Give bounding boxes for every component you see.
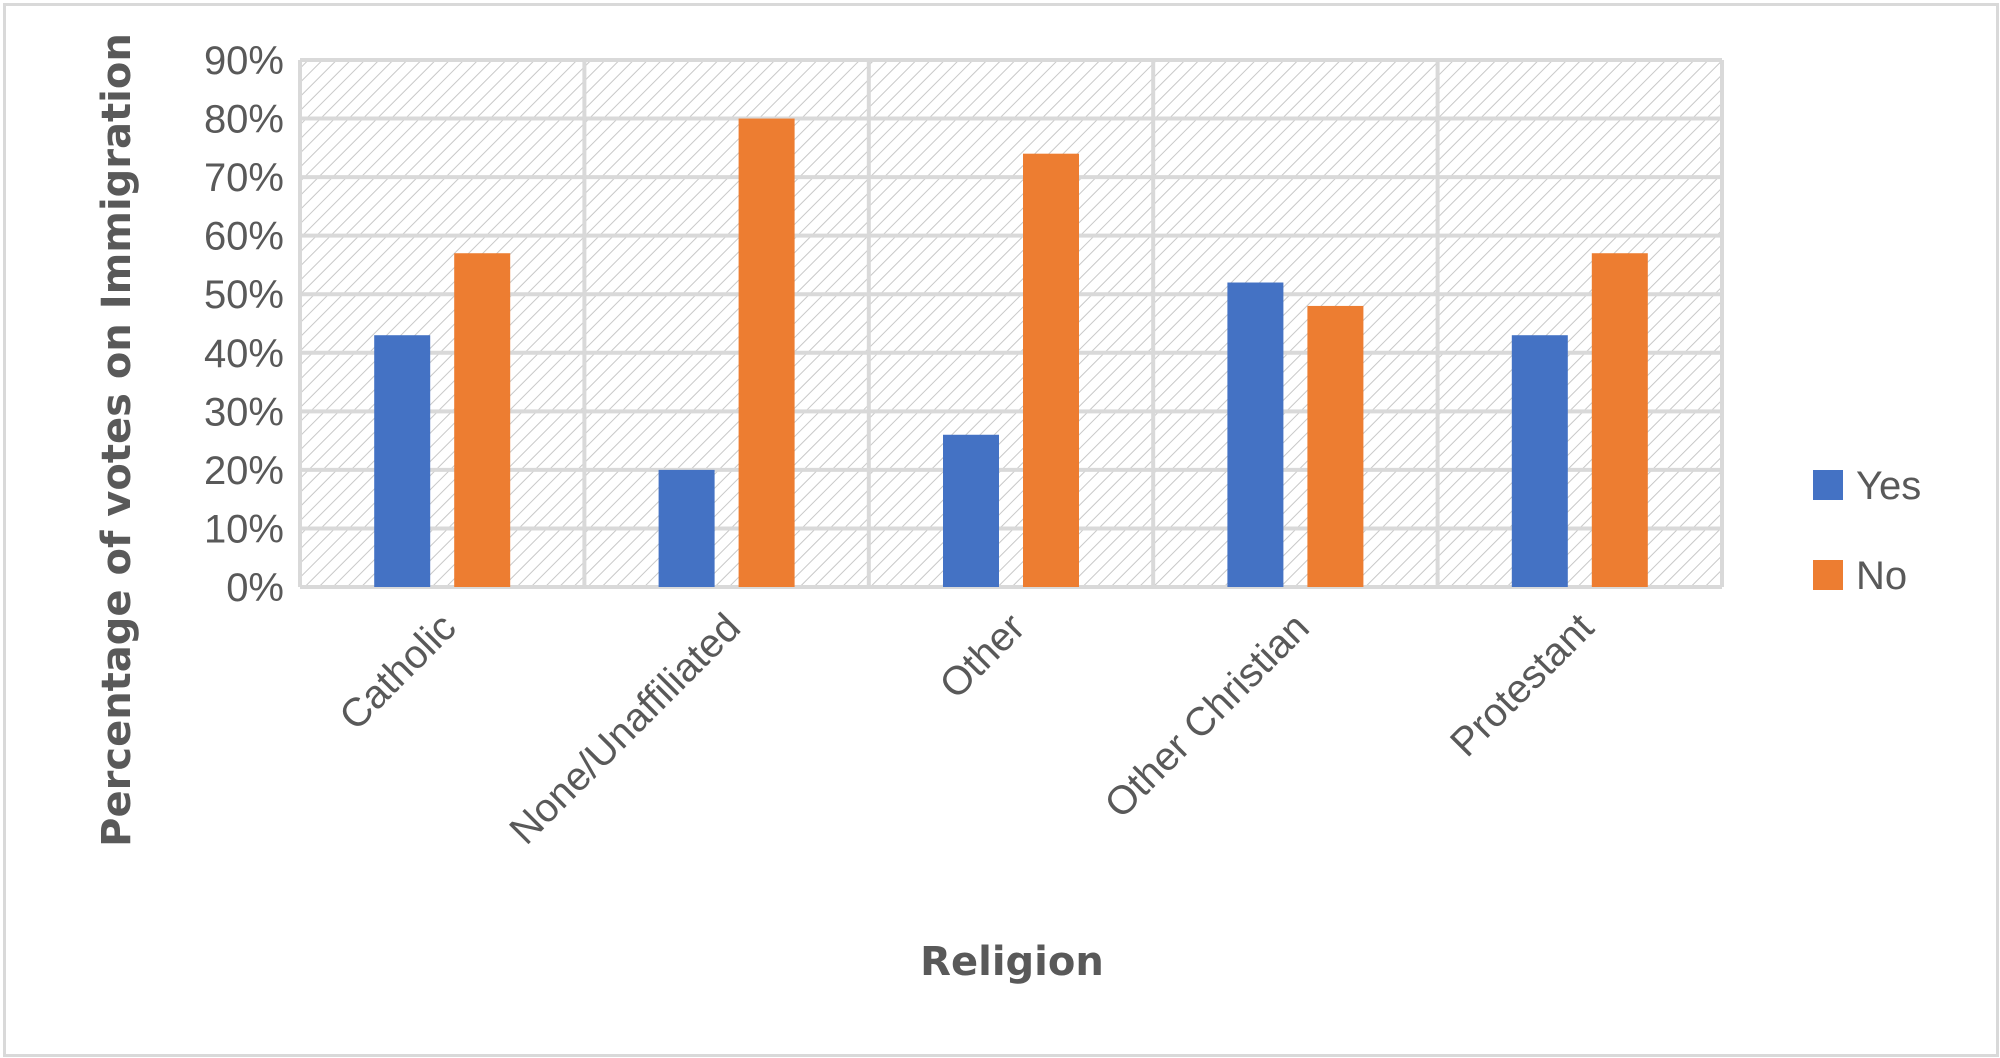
legend: Yes No (1813, 464, 1921, 598)
legend-label-yes: Yes (1856, 464, 1921, 508)
y-tick-label: 90% (204, 39, 284, 83)
legend-label-no: No (1856, 554, 1907, 598)
y-tick-label: 20% (204, 449, 284, 493)
legend-swatch-yes (1813, 470, 1843, 500)
x-axis-title: Religion (920, 939, 1104, 985)
bar-no-4 (1591, 253, 1648, 587)
category-label: Other Christian (1096, 605, 1317, 826)
y-tick-label: 0% (226, 566, 284, 610)
bar-yes-4 (1511, 335, 1568, 587)
category-labels: Catholic None/Unaffiliated Other Other Chri… (331, 605, 1602, 853)
category-label: Catholic (331, 605, 464, 738)
plot-area (300, 60, 1722, 587)
category-label: None/Unaffiliated (501, 605, 749, 853)
bar-no-0 (454, 253, 511, 587)
gridlines (298, 58, 1724, 589)
bar-yes-0 (374, 335, 431, 587)
bar-no-1 (738, 118, 795, 588)
y-tick-label: 80% (204, 98, 284, 142)
bar-yes-2 (943, 434, 999, 587)
bar-yes-1 (658, 469, 715, 587)
y-tick-label: 60% (204, 215, 284, 259)
bar-yes-3 (1227, 282, 1284, 587)
bars-group (374, 118, 1648, 588)
y-tick-labels: 0% 10% 20% 30% 40% 50% 60% 70% 80% 90% (204, 39, 284, 610)
y-tick-label: 40% (204, 332, 284, 376)
y-tick-label: 50% (204, 273, 284, 317)
y-tick-label: 70% (204, 156, 284, 200)
category-label: Protestant (1442, 605, 1602, 765)
category-label: Other (932, 605, 1034, 707)
bar-no-2 (1023, 153, 1079, 587)
legend-swatch-no (1813, 560, 1843, 590)
y-axis-title: Percentage of votes on Immigration (94, 33, 140, 847)
y-tick-label: 10% (204, 507, 284, 551)
y-tick-label: 30% (204, 390, 284, 434)
plot-background (300, 60, 1722, 587)
bar-no-3 (1307, 305, 1364, 587)
